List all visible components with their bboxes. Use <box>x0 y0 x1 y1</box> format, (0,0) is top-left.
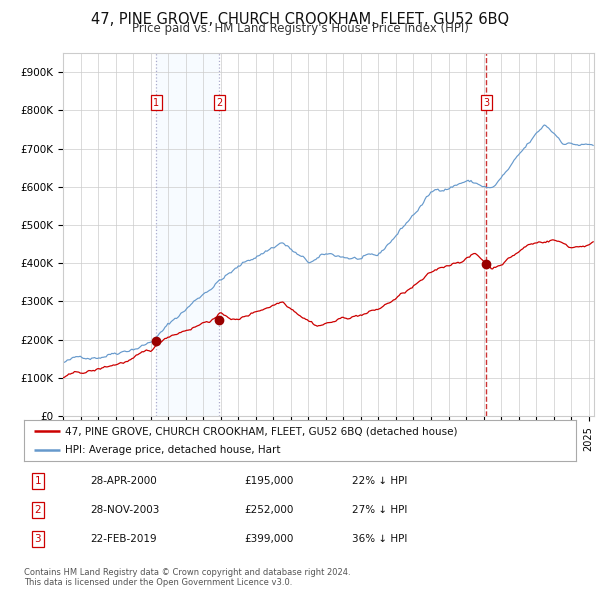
Text: Contains HM Land Registry data © Crown copyright and database right 2024.: Contains HM Land Registry data © Crown c… <box>24 568 350 576</box>
Text: 1: 1 <box>153 98 159 108</box>
Text: 27% ↓ HPI: 27% ↓ HPI <box>352 505 408 515</box>
Text: 28-NOV-2003: 28-NOV-2003 <box>90 505 160 515</box>
Text: £195,000: £195,000 <box>245 476 294 486</box>
Bar <box>156 53 219 416</box>
Text: 2: 2 <box>216 98 222 108</box>
Text: 3: 3 <box>483 98 489 108</box>
Text: Price paid vs. HM Land Registry's House Price Index (HPI): Price paid vs. HM Land Registry's House … <box>131 22 469 35</box>
Text: 47, PINE GROVE, CHURCH CROOKHAM, FLEET, GU52 6BQ: 47, PINE GROVE, CHURCH CROOKHAM, FLEET, … <box>91 12 509 27</box>
Text: 3: 3 <box>34 535 41 545</box>
Text: 2: 2 <box>34 505 41 515</box>
Text: This data is licensed under the Open Government Licence v3.0.: This data is licensed under the Open Gov… <box>24 578 292 587</box>
Text: 36% ↓ HPI: 36% ↓ HPI <box>352 535 408 545</box>
Text: 22% ↓ HPI: 22% ↓ HPI <box>352 476 408 486</box>
Text: HPI: Average price, detached house, Hart: HPI: Average price, detached house, Hart <box>65 445 281 455</box>
Text: £399,000: £399,000 <box>245 535 294 545</box>
Text: 1: 1 <box>34 476 41 486</box>
Text: £252,000: £252,000 <box>245 505 294 515</box>
Text: 28-APR-2000: 28-APR-2000 <box>90 476 157 486</box>
Text: 22-FEB-2019: 22-FEB-2019 <box>90 535 157 545</box>
Text: 47, PINE GROVE, CHURCH CROOKHAM, FLEET, GU52 6BQ (detached house): 47, PINE GROVE, CHURCH CROOKHAM, FLEET, … <box>65 426 458 436</box>
